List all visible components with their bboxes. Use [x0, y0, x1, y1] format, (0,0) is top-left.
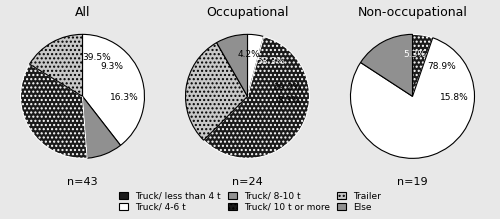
Wedge shape [204, 37, 310, 158]
Text: 5.3%: 5.3% [403, 50, 426, 59]
Wedge shape [248, 34, 264, 96]
Text: 16.3%: 16.3% [110, 93, 138, 102]
Text: 39.5%: 39.5% [82, 53, 111, 62]
Text: 34.9%: 34.9% [106, 75, 135, 84]
Text: 29.2%: 29.2% [274, 83, 302, 92]
Text: n=43: n=43 [67, 177, 98, 187]
Text: 9.3%: 9.3% [100, 62, 123, 71]
Text: 58.3%: 58.3% [256, 57, 284, 66]
Wedge shape [412, 34, 433, 96]
Wedge shape [350, 38, 474, 158]
Wedge shape [20, 64, 87, 158]
Text: 78.9%: 78.9% [428, 62, 456, 71]
Text: 4.2%: 4.2% [238, 50, 260, 59]
Text: 15.8%: 15.8% [440, 93, 468, 102]
Text: n=19: n=19 [397, 177, 428, 187]
Wedge shape [82, 34, 144, 145]
Title: Occupational: Occupational [206, 6, 289, 19]
Text: n=24: n=24 [232, 177, 263, 187]
Wedge shape [360, 34, 412, 96]
Legend: Truck/ less than 4 t, Truck/ 4-6 t, Truck/ 8-10 t, Truck/ 10 t or more, Trailer,: Truck/ less than 4 t, Truck/ 4-6 t, Truc… [116, 189, 384, 214]
Wedge shape [216, 34, 248, 96]
Wedge shape [30, 34, 82, 96]
Wedge shape [82, 96, 120, 158]
Wedge shape [186, 43, 248, 140]
Text: 8.3%: 8.3% [278, 96, 300, 105]
Title: All: All [75, 6, 90, 19]
Title: Non-occupational: Non-occupational [358, 6, 468, 19]
